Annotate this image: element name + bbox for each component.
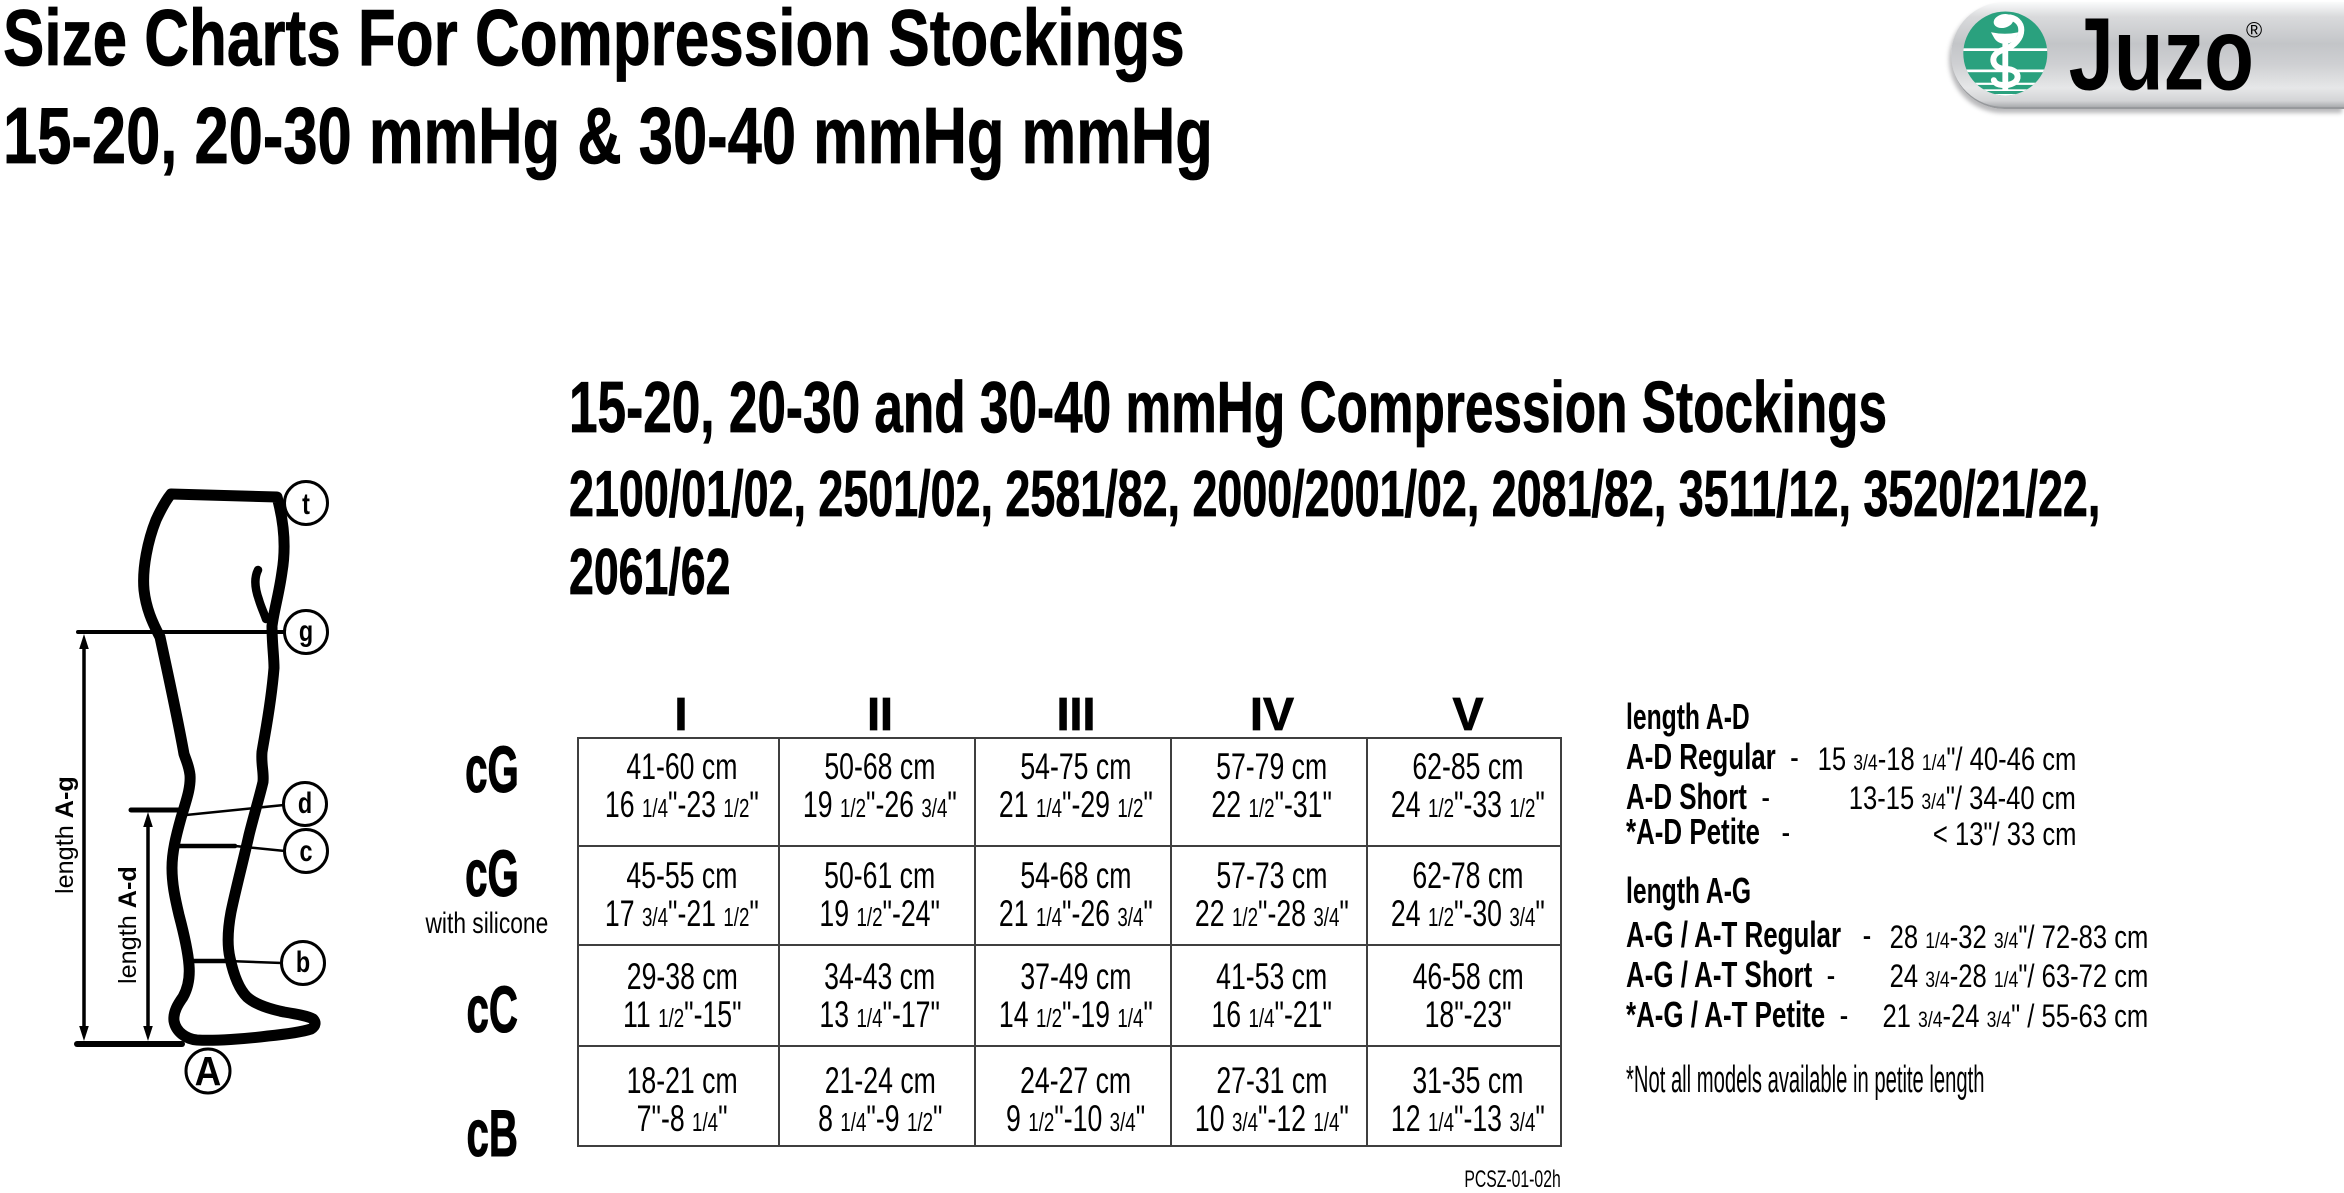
svg-text:g: g [299,614,313,647]
svg-text:c: c [299,834,312,867]
svg-text:d: d [298,786,312,819]
svg-text:®: ® [2246,18,2262,43]
svg-text:Juzo: Juzo [2069,2,2254,112]
svg-text:length A-g: length A-g [51,776,79,894]
svg-text:A: A [195,1049,222,1094]
svg-text:t: t [302,487,310,520]
svg-text:length A-d: length A-d [114,866,142,984]
svg-text:b: b [296,945,310,978]
